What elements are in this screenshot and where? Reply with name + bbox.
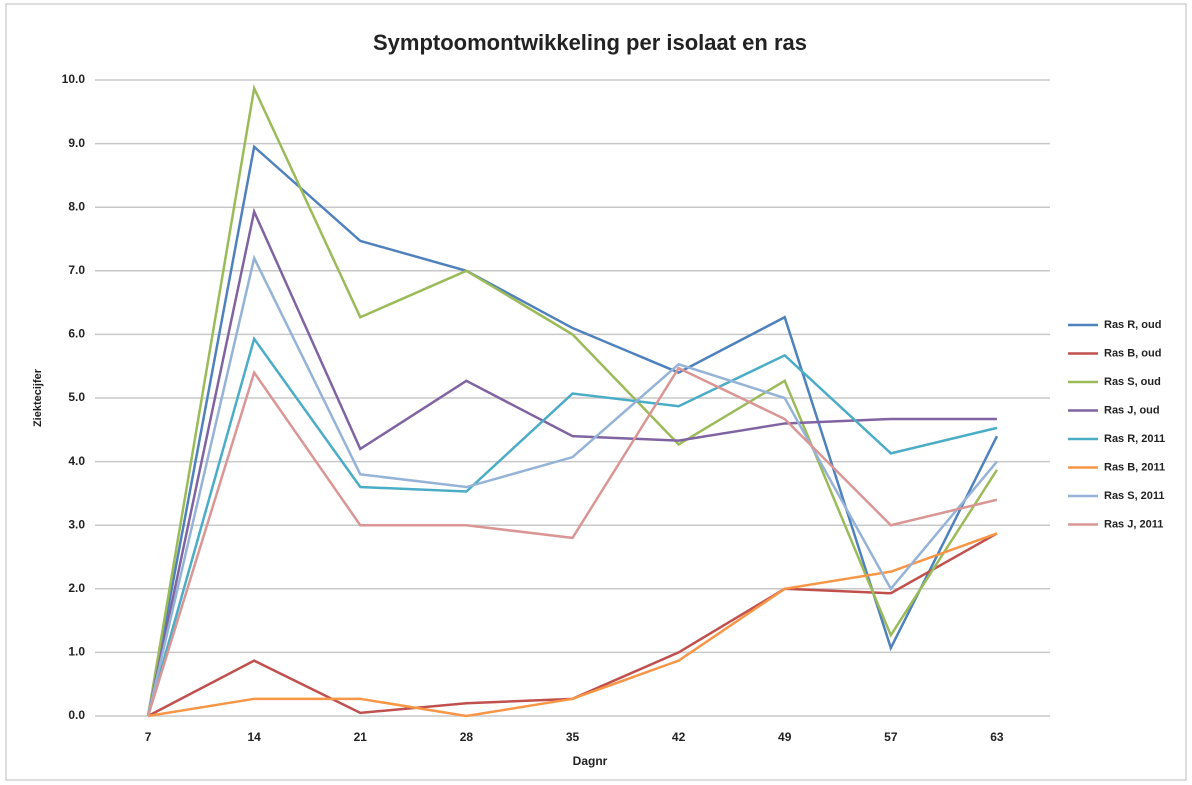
y-axis-title: Ziektecijfer	[32, 368, 44, 427]
x-tick-label: 28	[460, 730, 474, 744]
series-line	[147, 532, 998, 718]
x-tick-label: 21	[354, 730, 368, 744]
y-tick-label: 2.0	[68, 581, 85, 595]
series-line	[146, 254, 998, 717]
legend-label: Ras S, oud	[1104, 376, 1161, 388]
legend-label: Ras J, 2011	[1104, 518, 1163, 530]
legend-label: Ras B, 2011	[1104, 461, 1165, 473]
series-line	[146, 366, 998, 717]
legend-label: Ras B, oud	[1104, 347, 1161, 359]
y-tick-label: 3.0	[68, 517, 85, 531]
y-tick-label: 9.0	[68, 136, 85, 150]
y-tick-label: 8.0	[68, 199, 85, 213]
series-line	[146, 336, 998, 717]
chart-title: Symptoomontwikkeling per isolaat en ras	[373, 30, 807, 55]
y-tick-label: 10.0	[62, 72, 86, 86]
x-tick-label: 57	[884, 730, 898, 744]
series-line	[146, 144, 999, 717]
x-tick-label: 42	[672, 730, 686, 744]
y-tick-label: 1.0	[68, 645, 85, 659]
x-tick-label: 14	[247, 730, 261, 744]
x-tick-label: 49	[778, 730, 792, 744]
x-tick-label: 7	[145, 730, 152, 744]
x-tick-label: 63	[990, 730, 1004, 744]
x-tick-label: 35	[566, 730, 580, 744]
legend-label: Ras S, 2011	[1104, 490, 1165, 502]
y-tick-label: 5.0	[68, 390, 85, 404]
x-axis-title: Dagnr	[573, 754, 608, 768]
legend-label: Ras R, oud	[1104, 319, 1161, 331]
y-tick-label: 6.0	[68, 327, 85, 341]
legend-label: Ras J, oud	[1104, 404, 1160, 416]
y-tick-label: 4.0	[68, 454, 85, 468]
legend-label: Ras R, 2011	[1104, 433, 1165, 445]
y-tick-label: 0.0	[68, 708, 85, 722]
legend: Ras R, oud Ras B, oud Ras S, oud Ras J, oud…	[1068, 319, 1165, 530]
chart-frame	[5, 3, 1187, 781]
y-tick-label: 7.0	[68, 263, 85, 277]
series-line	[146, 84, 998, 717]
